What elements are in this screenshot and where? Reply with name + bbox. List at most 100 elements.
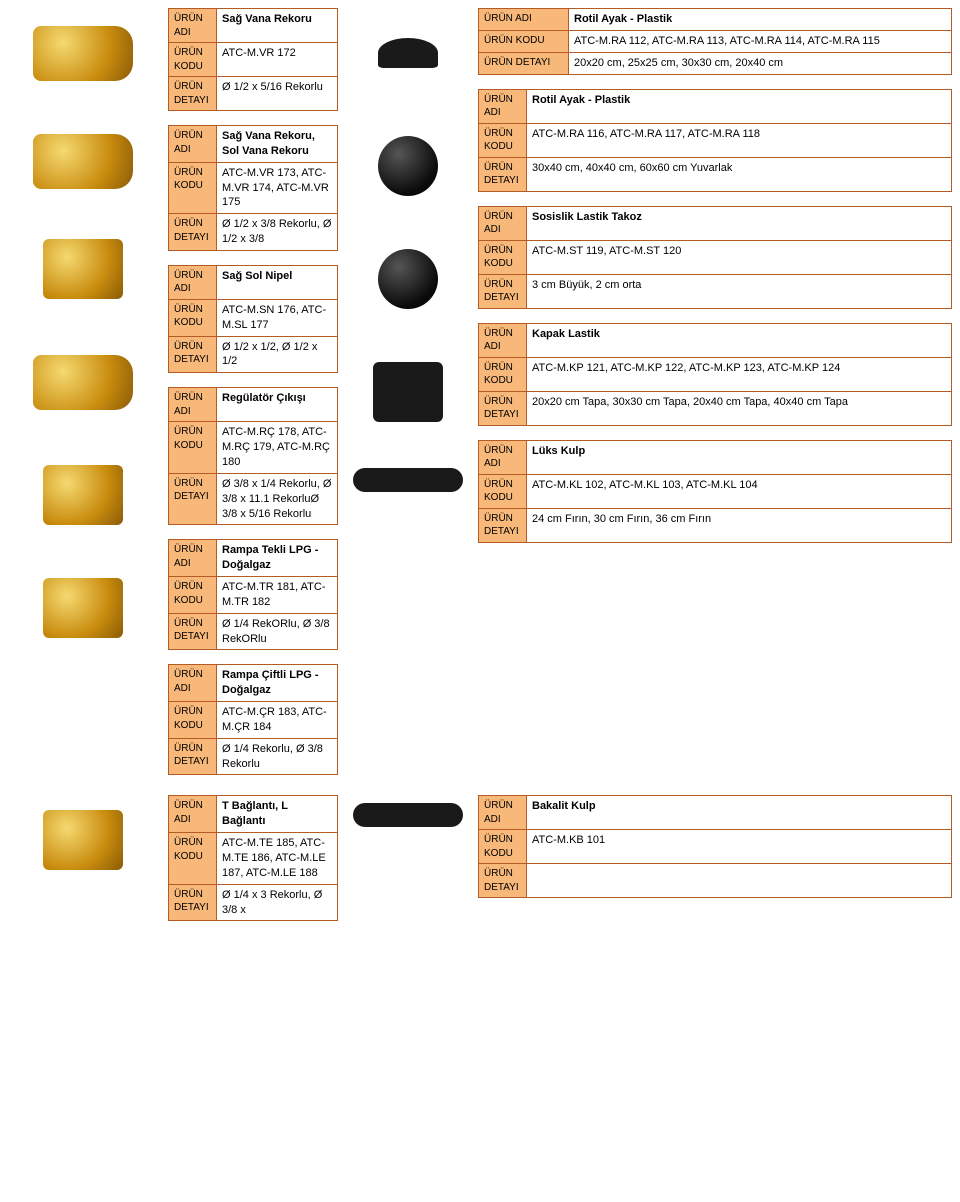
product-code: ATC-M.SN 176, ATC-M.SL 177	[217, 299, 338, 336]
row-label: ÜRÜN ADI	[479, 323, 527, 357]
row-label: ÜRÜN DETAYI	[479, 157, 527, 191]
row-label: ÜRÜN DETAYI	[169, 884, 217, 921]
product-card: ÜRÜN ADIRampa Çiftli LPG - Doğalgaz ÜRÜN…	[168, 664, 338, 775]
product-code: ATC-M.VR 173, ATC-M.VR 174, ATC-M.VR 175	[217, 162, 338, 214]
product-detail: 30x40 cm, 40x40 cm, 60x60 cm Yuvarlak	[527, 157, 952, 191]
row-label: ÜRÜN DETAYI	[479, 391, 527, 425]
catalog-page: ÜRÜN ADISağ Vana Rekoru ÜRÜN KODUATC-M.V…	[8, 8, 952, 921]
row-label: ÜRÜN KODU	[169, 43, 217, 77]
product-detail: Ø 3/8 x 1/4 Rekorlu, Ø 3/8 x 11.1 Rekorl…	[217, 473, 338, 525]
row-label: ÜRÜN DETAYI	[169, 77, 217, 111]
product-code: ATC-M.TR 181, ATC-M.TR 182	[217, 577, 338, 614]
product-card: ÜRÜN ADISağ Vana Rekoru, Sol Vana Rekoru…	[168, 125, 338, 251]
product-image	[8, 450, 158, 540]
product-name: Rampa Tekli LPG - Doğalgaz	[217, 540, 338, 577]
product-image	[8, 116, 158, 206]
product-card: ÜRÜN ADILüks Kulp ÜRÜN KODUATC-M.KL 102,…	[478, 440, 952, 543]
product-card: ÜRÜN ADISağ Vana Rekoru ÜRÜN KODUATC-M.V…	[168, 8, 338, 111]
product-detail: Ø 1/4 Rekorlu, Ø 3/8 Rekorlu	[217, 738, 338, 775]
product-code: ATC-M.KP 121, ATC-M.KP 122, ATC-M.KP 123…	[527, 357, 952, 391]
row-label: ÜRÜN DETAYI	[479, 864, 527, 898]
row-label: ÜRÜN KODU	[479, 30, 569, 52]
row-label: ÜRÜN ADI	[479, 89, 527, 123]
product-name: Bakalit Kulp	[527, 796, 952, 830]
product-detail: Ø 1/2 x 5/16 Rekorlu	[217, 77, 338, 111]
product-detail: Ø 1/2 x 3/8 Rekorlu, Ø 1/2 x 3/8	[217, 214, 338, 251]
product-detail: 20x20 cm, 25x25 cm, 30x30 cm, 20x40 cm	[569, 52, 952, 74]
product-card: ÜRÜN ADIKapak Lastik ÜRÜN KODUATC-M.KP 1…	[478, 323, 952, 426]
product-code: ATC-M.VR 172	[217, 43, 338, 77]
row-label: ÜRÜN KODU	[479, 123, 527, 157]
product-card: ÜRÜN ADIT Bağlantı, L Bağlantı ÜRÜN KODU…	[168, 795, 338, 921]
product-card: ÜRÜN ADIRotil Ayak - Plastik ÜRÜN KODUAT…	[478, 89, 952, 192]
row-label: ÜRÜN ADI	[169, 388, 217, 422]
product-detail: Ø 1/2 x 1/2, Ø 1/2 x 1/2	[217, 336, 338, 373]
row-label: ÜRÜN KODU	[479, 474, 527, 508]
row-label: ÜRÜN KODU	[479, 830, 527, 864]
product-name: Rotil Ayak - Plastik	[527, 89, 952, 123]
row-label: ÜRÜN ADI	[479, 9, 569, 31]
product-code: ATC-M.RÇ 178, ATC-M.RÇ 179, ATC-M.RÇ 180	[217, 422, 338, 474]
product-code: ATC-M.KB 101	[527, 830, 952, 864]
product-name: Kapak Lastik	[527, 323, 952, 357]
row-label: ÜRÜN ADI	[169, 9, 217, 43]
row-label: ÜRÜN KODU	[169, 162, 217, 214]
row-label: ÜRÜN DETAYI	[169, 214, 217, 251]
row-label: ÜRÜN DETAYI	[169, 336, 217, 373]
product-code: ATC-M.ÇR 183, ATC-M.ÇR 184	[217, 702, 338, 739]
row-label: ÜRÜN DETAYI	[479, 274, 527, 308]
product-detail: Ø 1/4 RekORlu, Ø 3/8 RekORlu	[217, 613, 338, 650]
row-label: ÜRÜN ADI	[169, 126, 217, 163]
product-code: ATC-M.RA 116, ATC-M.RA 117, ATC-M.RA 118	[527, 123, 952, 157]
product-card: ÜRÜN ADIRotil Ayak - Plastik ÜRÜN KODUAT…	[478, 8, 952, 75]
product-name: Sosislik Lastik Takoz	[527, 206, 952, 240]
product-image	[8, 795, 158, 885]
product-name: Rotil Ayak - Plastik	[569, 9, 952, 31]
product-image	[8, 558, 158, 658]
row-label: ÜRÜN ADI	[169, 540, 217, 577]
product-name: Sağ Vana Rekoru, Sol Vana Rekoru	[217, 126, 338, 163]
product-image	[348, 460, 468, 500]
product-image	[348, 116, 468, 216]
product-code: ATC-M.RA 112, ATC-M.RA 113, ATC-M.RA 114…	[569, 30, 952, 52]
product-code: ATC-M.TE 185, ATC-M.TE 186, ATC-M.LE 187…	[217, 833, 338, 885]
middle-image-column	[348, 8, 468, 500]
product-name: Regülatör Çıkışı	[217, 388, 338, 422]
row-label: ÜRÜN KODU	[169, 577, 217, 614]
right-tables-column: ÜRÜN ADIRotil Ayak - Plastik ÜRÜN KODUAT…	[478, 8, 952, 543]
bottom-row: ÜRÜN ADIT Bağlantı, L Bağlantı ÜRÜN KODU…	[8, 795, 952, 921]
main-columns: ÜRÜN ADISağ Vana Rekoru ÜRÜN KODUATC-M.V…	[8, 8, 952, 775]
product-image	[348, 234, 468, 324]
row-label: ÜRÜN ADI	[479, 440, 527, 474]
product-image	[8, 8, 158, 98]
bottom-right-table: ÜRÜN ADIBakalit Kulp ÜRÜN KODUATC-M.KB 1…	[478, 795, 952, 898]
product-name: Rampa Çiftli LPG - Doğalgaz	[217, 665, 338, 702]
product-image	[8, 224, 158, 314]
product-image	[348, 342, 468, 442]
row-label: ÜRÜN ADI	[169, 796, 217, 833]
bottom-left-image	[8, 795, 158, 885]
bottom-left-table: ÜRÜN ADIT Bağlantı, L Bağlantı ÜRÜN KODU…	[168, 795, 338, 921]
product-card: ÜRÜN ADIRegülatör Çıkışı ÜRÜN KODUATC-M.…	[168, 387, 338, 525]
row-label: ÜRÜN KODU	[169, 422, 217, 474]
product-image	[348, 8, 468, 98]
product-card: ÜRÜN ADIRampa Tekli LPG - Doğalgaz ÜRÜN …	[168, 539, 338, 650]
row-label: ÜRÜN DETAYI	[169, 473, 217, 525]
row-label: ÜRÜN DETAYI	[479, 508, 527, 542]
product-code: ATC-M.KL 102, ATC-M.KL 103, ATC-M.KL 104	[527, 474, 952, 508]
row-label: ÜRÜN ADI	[169, 665, 217, 702]
product-name: Sağ Sol Nipel	[217, 265, 338, 299]
product-name: Lüks Kulp	[527, 440, 952, 474]
row-label: ÜRÜN DETAYI	[169, 613, 217, 650]
row-label: ÜRÜN DETAYI	[479, 52, 569, 74]
left-image-column	[8, 8, 158, 658]
product-name: Sağ Vana Rekoru	[217, 9, 338, 43]
product-image	[8, 332, 158, 432]
product-card: ÜRÜN ADISağ Sol Nipel ÜRÜN KODUATC-M.SN …	[168, 265, 338, 373]
row-label: ÜRÜN KODU	[169, 702, 217, 739]
row-label: ÜRÜN ADI	[169, 265, 217, 299]
product-detail: 24 cm Fırın, 30 cm Fırın, 36 cm Fırın	[527, 508, 952, 542]
product-detail: 20x20 cm Tapa, 30x30 cm Tapa, 20x40 cm T…	[527, 391, 952, 425]
product-code: ATC-M.ST 119, ATC-M.ST 120	[527, 240, 952, 274]
product-image	[348, 795, 468, 835]
